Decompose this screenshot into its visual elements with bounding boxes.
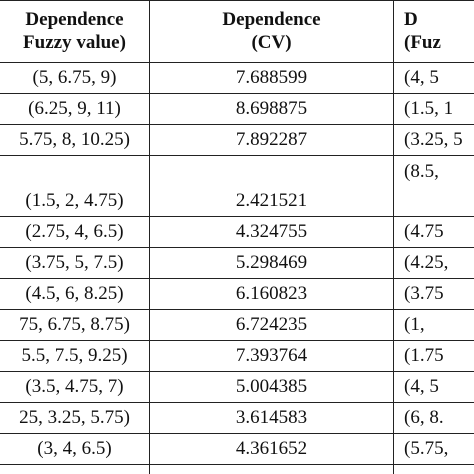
table-cell: (4.25,	[404, 251, 449, 273]
header-cell: D (Fuz	[394, 0, 474, 62]
table-cell: 4.361652	[235, 437, 308, 459]
table-cell: (4.75	[404, 220, 444, 242]
table-cell: (6, 8.	[404, 406, 444, 428]
table-cell: 7.688599	[235, 66, 308, 88]
header-cell: Dependence (CV)	[150, 0, 393, 62]
row-border	[0, 402, 474, 403]
table-cell: (6.25, 9, 11)	[28, 97, 121, 119]
table-cell: 5.004385	[235, 375, 308, 397]
table-cell: 4.324755	[235, 220, 308, 242]
row-border	[0, 278, 474, 279]
table-cell: (3.25, 5	[404, 128, 463, 150]
table-cell: 5.298469	[235, 251, 308, 273]
table-cell: (4.5, 6, 8.25)	[25, 282, 124, 304]
row-border	[0, 309, 474, 310]
row-border	[0, 340, 474, 341]
row-border	[0, 93, 474, 94]
table-cell: (4, 5	[404, 375, 439, 397]
table-cell: 6.160823	[235, 282, 308, 304]
table-cell: 75, 6.75, 8.75)	[19, 313, 130, 335]
table-cell: (1.5, 1	[404, 97, 454, 119]
row-border	[0, 247, 474, 248]
row-border	[0, 371, 474, 372]
row-border	[0, 0, 474, 1]
table-cell: 5.75, 8, 10.25)	[19, 128, 130, 150]
table-cell: 6.724235	[235, 313, 308, 335]
table-cell: (1.5, 2, 4.75)	[25, 190, 124, 211]
table-cell: 5.5, 7.5, 9.25)	[21, 344, 128, 366]
table-cell: 7.892287	[235, 128, 308, 150]
table-cell: (2.75, 4, 6.5)	[25, 220, 124, 242]
column-border	[393, 0, 394, 474]
table-cell: (1,	[404, 313, 425, 335]
table-cell: 2.421521	[235, 190, 308, 211]
table-cell: (8.5,	[404, 161, 439, 182]
table-cell: (3, 4, 6.5)	[37, 437, 112, 459]
header-text: Fuzzy value)	[23, 32, 126, 53]
table-cell: (5, 6.75, 9)	[32, 66, 117, 88]
header-text: D	[404, 9, 418, 30]
table-cell: (4, 5	[404, 66, 439, 88]
header-cell: Dependence Fuzzy value)	[0, 0, 149, 62]
header-text: Dependence	[222, 9, 321, 30]
row-border	[0, 62, 474, 63]
header-text: (CV)	[251, 32, 292, 53]
table-cell: 25, 3.25, 5.75)	[19, 406, 130, 428]
table-cell: (3.5, 4.75, 7)	[25, 375, 124, 397]
row-border	[0, 464, 474, 465]
row-border	[0, 216, 474, 217]
row-border	[0, 124, 474, 125]
header-text: Dependence	[25, 9, 124, 30]
table-cell: 7.393764	[235, 344, 308, 366]
table-cell: 8.698875	[235, 97, 308, 119]
table-cell: (1.75	[404, 344, 444, 366]
header-text: (Fuz	[404, 32, 441, 53]
row-border	[0, 155, 474, 156]
column-border	[149, 0, 150, 474]
table-cell: (5.75,	[404, 437, 449, 459]
table-cell: (3.75	[404, 282, 444, 304]
row-border	[0, 433, 474, 434]
table-cell: (3.75, 5, 7.5)	[25, 251, 124, 273]
table-cell: 3.614583	[235, 406, 308, 428]
